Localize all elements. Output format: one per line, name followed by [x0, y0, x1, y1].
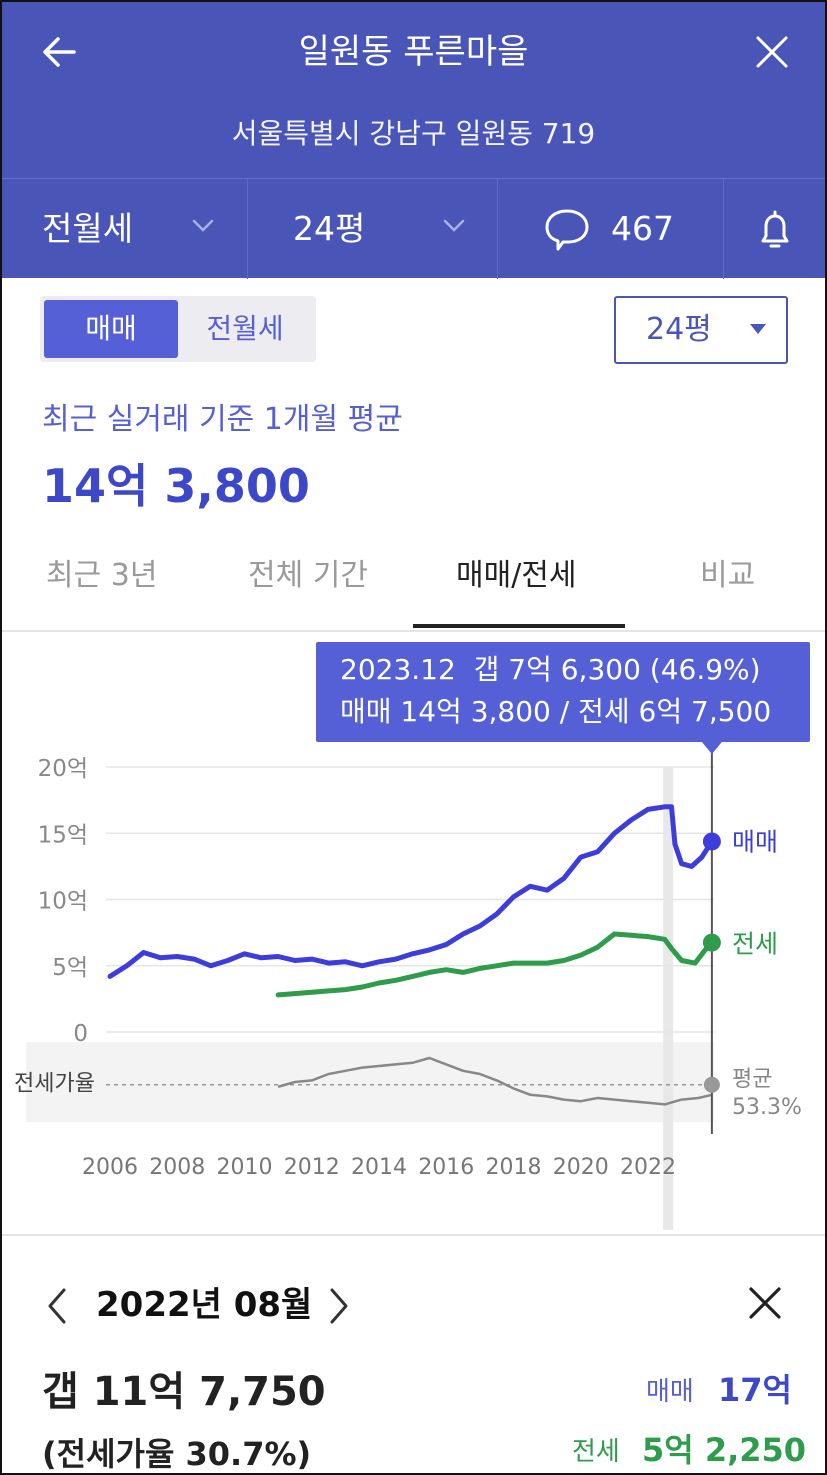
x-tick-label: 2006 [82, 1155, 138, 1180]
x-tick-label: 2010 [217, 1155, 273, 1180]
y-tick-label: 0 [73, 1021, 88, 1047]
sale-series-line [107, 804, 715, 979]
trade-type-dropdown[interactable]: 전월세 [2, 179, 248, 279]
ratio-average-label: 평균 [732, 1067, 772, 1092]
size-dropdown[interactable]: 24평 [247, 179, 498, 279]
back-arrow-icon[interactable] [38, 30, 82, 74]
notification-button[interactable] [723, 179, 825, 279]
x-tick-label: 2020 [553, 1155, 609, 1180]
average-value: 14억 3,800 [42, 459, 310, 513]
ratio-band [26, 1042, 714, 1122]
size-select-value: 24평 [646, 312, 712, 347]
trade-type-label: 전월세 [42, 209, 134, 248]
rent-series-line [275, 931, 715, 998]
tooltip-line-1: 2023.12 갭 7억 6,300 (46.9%) [340, 653, 761, 686]
comments-button[interactable]: 467 [497, 179, 724, 279]
x-tick-label: 2022 [620, 1155, 676, 1180]
tab-compare[interactable]: 비교 [700, 558, 756, 593]
x-tick-label: 2018 [486, 1155, 542, 1180]
chevron-down-icon [443, 219, 465, 232]
caret-down-icon [750, 324, 766, 334]
sale-rent-toggle: 매매 전월세 [40, 296, 316, 362]
tab-recent-3y[interactable]: 최근 3년 [46, 558, 158, 593]
price-chart[interactable]: 20억 15억 10억 5억 0 2006 2008 2010 2012 2014 2016 2018… [2, 632, 825, 1232]
toggle-sale[interactable]: 매매 [44, 300, 178, 358]
tab-all-period[interactable]: 전체 기간 [248, 558, 368, 593]
header: 일원동 푸른마을 서울특별시 강남구 일원동 719 전월세 24평 [2, 2, 825, 279]
close-icon[interactable] [750, 30, 794, 74]
sale-label: 매매 [646, 1377, 694, 1407]
address-text: 서울특별시 강남구 일원동 719 [231, 117, 596, 150]
header-toolbar: 전월세 24평 467 [2, 178, 825, 279]
rent-end-marker [702, 933, 721, 952]
gap-amount: 갭 11억 7,750 [42, 1369, 326, 1415]
highlight-column [663, 767, 674, 1230]
chart-tooltip: 2023.12 갭 7억 6,300 (46.9%) 매매 14억 3,800 … [316, 642, 810, 742]
detail-panel: 2022년 08월 갭 11억 7,750 (전세가율 30.7%) 매매 17… [2, 1234, 825, 1473]
rent-series-label: 전세 [732, 930, 778, 959]
page-title: 일원동 푸른마을 [298, 32, 529, 72]
tooltip-pointer [701, 742, 722, 754]
comment-count: 467 [611, 209, 674, 248]
average-label: 최근 실거래 기준 1개월 평균 [42, 402, 403, 437]
speech-bubble-icon [545, 209, 589, 251]
size-label: 24평 [293, 209, 366, 248]
y-tick-label: 20억 [38, 756, 88, 782]
x-tick-label: 2012 [284, 1155, 340, 1180]
period-tabs: 최근 3년 전체 기간 매매/전세 비교 [2, 550, 825, 632]
y-tick-label: 15억 [38, 822, 88, 848]
chevron-left-icon[interactable] [42, 1286, 72, 1326]
rent-value: 5억 2,250 [642, 1431, 807, 1469]
rent-label: 전세 [572, 1437, 620, 1467]
tab-sale-rent[interactable]: 매매/전세 [456, 558, 577, 593]
chevron-down-icon [192, 219, 214, 232]
bell-icon [761, 210, 789, 248]
size-select[interactable]: 24평 [614, 296, 788, 364]
sale-value: 17억 [718, 1371, 792, 1409]
y-tick-label: 10억 [38, 889, 88, 915]
chevron-right-icon[interactable] [324, 1286, 354, 1326]
sale-end-marker [702, 832, 721, 851]
ratio-end-marker [703, 1076, 720, 1093]
y-tick-label: 5억 [52, 955, 88, 981]
rent-ratio: (전세가율 30.7%) [42, 1435, 312, 1473]
x-tick-label: 2014 [351, 1155, 407, 1180]
ratio-axis-label: 전세가율 [14, 1072, 95, 1097]
x-tick-label: 2008 [149, 1155, 205, 1180]
x-tick-label: 2016 [418, 1155, 474, 1180]
toggle-rent[interactable]: 전월세 [206, 312, 284, 345]
detail-date: 2022년 08월 [96, 1285, 313, 1325]
sale-series-label: 매매 [732, 827, 778, 856]
active-tab-indicator [413, 624, 625, 628]
ratio-series-line [277, 1056, 713, 1106]
tooltip-line-2: 매매 14억 3,800 / 전세 6억 7,500 [340, 695, 772, 728]
ratio-average-value: 53.3% [732, 1095, 802, 1120]
close-icon[interactable] [746, 1284, 784, 1322]
